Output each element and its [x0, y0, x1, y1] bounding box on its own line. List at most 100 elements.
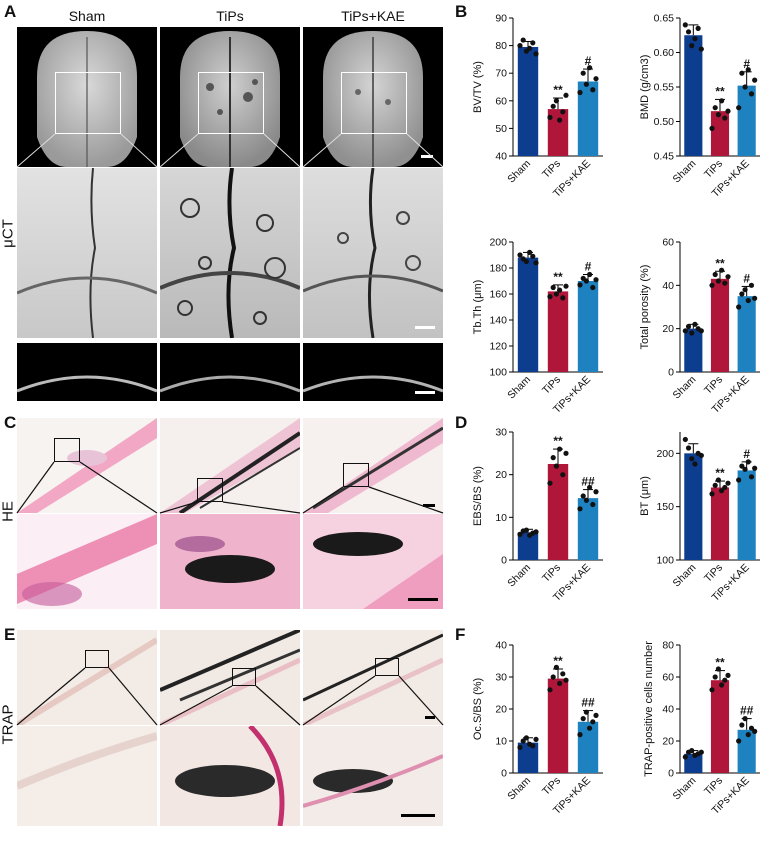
x-tick-label: Sham: [505, 561, 533, 589]
bar-sham: [517, 742, 539, 773]
uct-section-kae: [303, 343, 443, 401]
data-point: [563, 92, 569, 98]
bar-sham: [684, 328, 703, 372]
data-point: [547, 114, 553, 120]
significance-mark: #: [585, 54, 592, 68]
data-point: [709, 491, 715, 497]
bar-tips: [547, 109, 569, 156]
data-point: [745, 459, 751, 465]
column-label-kae: TiPs+KAE: [341, 8, 405, 24]
data-point: [685, 29, 692, 35]
significance-mark: ##: [581, 475, 595, 489]
he-overview-tips: [160, 418, 300, 513]
zoom-box: [197, 478, 223, 502]
y-tick-label: 160: [489, 289, 507, 301]
data-point: [593, 489, 599, 495]
x-tick-label: Sham: [671, 774, 699, 802]
data-point: [547, 294, 553, 300]
significance-mark: **: [715, 466, 725, 480]
data-point: [736, 304, 742, 310]
scale-bar: [408, 598, 438, 601]
significance-mark: ##: [581, 696, 595, 710]
bar-sham: [684, 35, 703, 156]
y-tick-label: 20: [662, 736, 674, 748]
he-zoom-kae: [303, 514, 443, 609]
data-point: [712, 674, 718, 680]
data-point: [722, 484, 728, 491]
data-point: [590, 501, 596, 508]
data-point: [689, 748, 695, 754]
data-point: [560, 671, 566, 677]
data-point: [530, 743, 536, 749]
data-point: [709, 282, 715, 288]
data-point: [715, 666, 722, 672]
trap-zoom-kae: [303, 726, 443, 826]
data-point: [560, 472, 566, 478]
significance-mark: **: [715, 656, 725, 670]
y-tick-label: 0.50: [654, 116, 675, 128]
data-point: [557, 446, 563, 452]
zoom-box: [341, 72, 407, 134]
bar-tips: [547, 291, 569, 372]
data-point: [752, 465, 758, 471]
data-point: [719, 682, 725, 688]
data-point: [563, 283, 569, 289]
data-point: [725, 672, 731, 679]
data-point: [722, 677, 728, 683]
y-tick-label: 0: [668, 768, 674, 780]
x-tick-label: TiPs: [702, 374, 725, 397]
significance-mark: **: [715, 256, 725, 270]
data-point: [692, 321, 698, 327]
column-label-sham: Sham: [68, 8, 106, 24]
data-point: [590, 719, 596, 725]
data-point: [682, 436, 688, 443]
y-tick-label: 0.60: [654, 47, 675, 59]
data-point: [722, 280, 728, 286]
bar-tips-kae: [737, 296, 756, 372]
data-point: [517, 252, 523, 258]
data-point: [698, 46, 704, 52]
data-point: [712, 482, 718, 488]
uct-section-tips: [160, 343, 300, 401]
y-tick-label: 40: [662, 280, 674, 292]
data-point: [550, 284, 556, 291]
y-tick-label: 200: [656, 448, 674, 460]
zoom-box: [343, 463, 369, 487]
uct-zoom-tips: [160, 168, 300, 338]
scale-bar: [423, 504, 435, 507]
y-tick-label: 150: [656, 501, 674, 513]
scale-bar: [415, 391, 435, 394]
he-zoom-tips: [160, 514, 300, 609]
data-point: [550, 455, 556, 461]
data-point: [752, 295, 758, 301]
data-point: [719, 267, 725, 273]
data-point: [736, 738, 742, 744]
y-axis-label: Total porosity (%): [639, 265, 651, 350]
x-tick-label: TiPs: [540, 562, 563, 585]
bar-tips: [710, 278, 730, 372]
column-label-tips: TiPs: [216, 8, 244, 24]
y-tick-label: 200: [489, 237, 507, 249]
x-tick-label: TiPs: [540, 775, 563, 798]
he-zoom-sham: [17, 514, 157, 609]
data-point: [553, 291, 560, 297]
data-point: [689, 43, 695, 49]
data-point: [550, 674, 556, 680]
y-tick-label: 0.45: [654, 151, 675, 163]
panel-letter-d: D: [455, 413, 468, 432]
data-point: [557, 680, 563, 687]
data-point: [553, 98, 560, 104]
y-tick-label: 20: [495, 469, 507, 481]
significance-mark: #: [585, 260, 592, 274]
data-point: [517, 744, 523, 751]
panel-letter-b: B: [455, 2, 468, 21]
data-point: [719, 98, 725, 104]
scale-bar: [425, 716, 435, 719]
y-tick-label: 50: [495, 123, 507, 135]
y-tick-label: 0: [668, 367, 674, 379]
data-point: [745, 732, 751, 738]
data-point: [550, 103, 556, 109]
data-point: [736, 477, 742, 483]
data-point: [682, 754, 688, 760]
x-tick-label: Sham: [505, 774, 533, 802]
